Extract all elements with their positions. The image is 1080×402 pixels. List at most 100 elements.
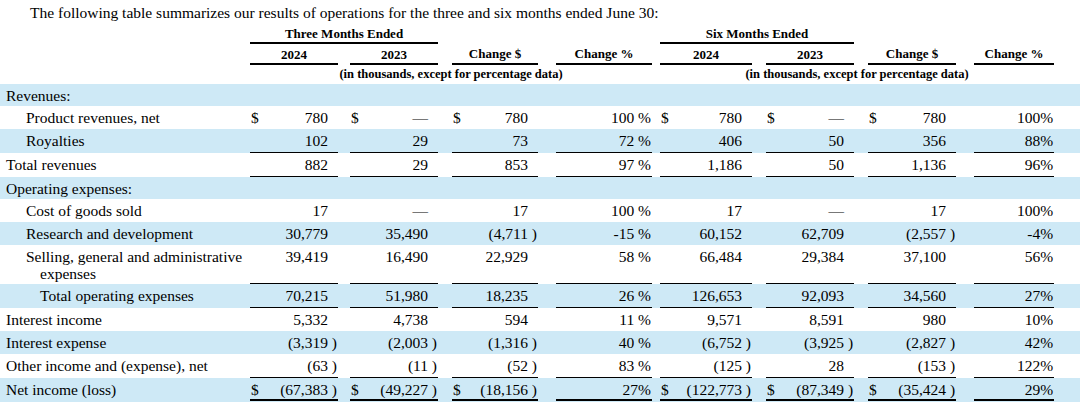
column-spacer xyxy=(652,43,660,64)
column-spacer xyxy=(1054,222,1080,245)
corner-cell xyxy=(0,25,250,43)
column-spacer xyxy=(338,177,350,199)
dollar-sign: $ xyxy=(251,109,259,126)
value-cell: (4,711) xyxy=(452,222,538,245)
column-spacer xyxy=(538,354,556,378)
close-paren: ) xyxy=(746,334,751,351)
column-header: Change $ xyxy=(452,43,538,64)
cell-value: 34,560 xyxy=(903,287,946,304)
value-cell: 882 xyxy=(250,153,338,177)
table-row: Royalties102297372 %4065035688% xyxy=(0,129,1080,153)
cell-value: (3,319 xyxy=(288,334,328,351)
close-paren: ) xyxy=(432,334,437,351)
row-label: Net income (loss) xyxy=(0,378,250,400)
cell-value: 29 xyxy=(413,132,429,149)
value-cell: — xyxy=(350,199,438,222)
column-spacer xyxy=(338,354,350,378)
column-spacer xyxy=(338,84,350,106)
row-label-cell: Operating expenses: xyxy=(0,177,250,199)
row-label-cell: Royalties xyxy=(0,129,250,153)
column-spacer xyxy=(1054,64,1080,84)
percent-cell xyxy=(974,177,1054,199)
column-spacer xyxy=(338,245,350,284)
cell-value: 4,738 xyxy=(393,311,428,328)
cell-value: (11 xyxy=(408,357,428,374)
column-spacer xyxy=(752,106,766,129)
percent-cell: 88% xyxy=(974,129,1054,153)
column-spacer xyxy=(752,177,766,199)
percent-cell: 83 % xyxy=(556,354,652,378)
cell-value: 27% xyxy=(1025,287,1053,304)
close-paren: ) xyxy=(532,381,537,398)
value-cell: (52) xyxy=(452,354,538,378)
cell-value: 17 xyxy=(727,202,743,219)
value-cell: 28 xyxy=(766,354,854,378)
table-row: Total revenues8822985397 %1,186501,13696… xyxy=(0,153,1080,177)
cell-value: 780 xyxy=(305,109,328,126)
dollar-sign: $ xyxy=(351,381,359,398)
value-cell xyxy=(660,84,752,106)
corner-cell xyxy=(0,43,250,64)
cell-value: (6,752 xyxy=(702,334,742,351)
column-spacer xyxy=(752,331,766,354)
value-cell: — xyxy=(766,199,854,222)
value-cell: (3,925) xyxy=(766,331,854,354)
value-cell: $(49,227) xyxy=(350,378,438,402)
cell-value: 29% xyxy=(1025,381,1053,398)
cell-value: (49,227 xyxy=(380,381,428,398)
column-spacer xyxy=(438,129,452,153)
column-spacer xyxy=(652,84,660,106)
row-label: Total operating expenses xyxy=(0,284,250,306)
dollar-sign: $ xyxy=(767,381,775,398)
cell-value: 51,980 xyxy=(385,287,428,304)
column-spacer xyxy=(1054,84,1080,106)
column-spacer xyxy=(956,43,974,64)
column-spacer xyxy=(438,378,452,402)
cell-value: 8,591 xyxy=(809,311,844,328)
cell-value: 40 % xyxy=(619,334,651,351)
percent-cell: 100% xyxy=(974,199,1054,222)
dollar-sign: $ xyxy=(767,109,775,126)
cell-value: 50 xyxy=(829,132,845,149)
cell-value: — xyxy=(829,109,845,126)
value-cell: 29 xyxy=(350,153,438,177)
cell-value: 100 % xyxy=(611,202,651,219)
column-spacer xyxy=(438,354,452,378)
column-spacer xyxy=(652,308,660,332)
column-spacer xyxy=(538,177,556,199)
value-cell: 50 xyxy=(766,129,854,153)
column-header: Change % xyxy=(556,43,652,64)
value-cell: 39,419 xyxy=(250,245,338,284)
column-spacer xyxy=(854,106,868,129)
column-spacer xyxy=(1054,378,1080,402)
column-spacer xyxy=(956,153,974,177)
cell-value: 97 % xyxy=(619,156,651,173)
close-paren: ) xyxy=(532,334,537,351)
column-spacer xyxy=(538,153,556,177)
cell-value: — xyxy=(413,109,429,126)
value-cell: (125) xyxy=(660,354,752,378)
cell-value: (2,827 xyxy=(906,334,946,351)
cell-value: 22,929 xyxy=(485,248,528,265)
value-cell: (6,752) xyxy=(660,331,752,354)
value-cell: $(122,773) xyxy=(660,378,752,402)
percent-cell: 27% xyxy=(974,284,1054,308)
row-label: Selling, general and administrative expe… xyxy=(0,245,250,284)
value-cell: 17 xyxy=(868,199,956,222)
value-cell: 66,484 xyxy=(660,245,752,284)
cell-value: 62,709 xyxy=(801,225,844,242)
row-label: Cost of goods sold xyxy=(0,199,250,221)
column-spacer xyxy=(538,129,556,153)
column-spacer xyxy=(438,177,452,199)
value-cell: $— xyxy=(766,106,854,129)
dollar-sign: $ xyxy=(661,381,669,398)
cell-value: 594 xyxy=(505,311,528,328)
cell-value: — xyxy=(413,202,429,219)
close-paren: ) xyxy=(532,357,537,374)
table-row: Interest expense(3,319)(2,003)(1,316)40 … xyxy=(0,331,1080,354)
row-label: Revenues: xyxy=(0,84,250,106)
column-header: 2024 xyxy=(660,43,752,64)
value-cell: 980 xyxy=(868,308,956,332)
cell-value: 126,653 xyxy=(692,287,742,304)
dollar-sign: $ xyxy=(869,109,877,126)
